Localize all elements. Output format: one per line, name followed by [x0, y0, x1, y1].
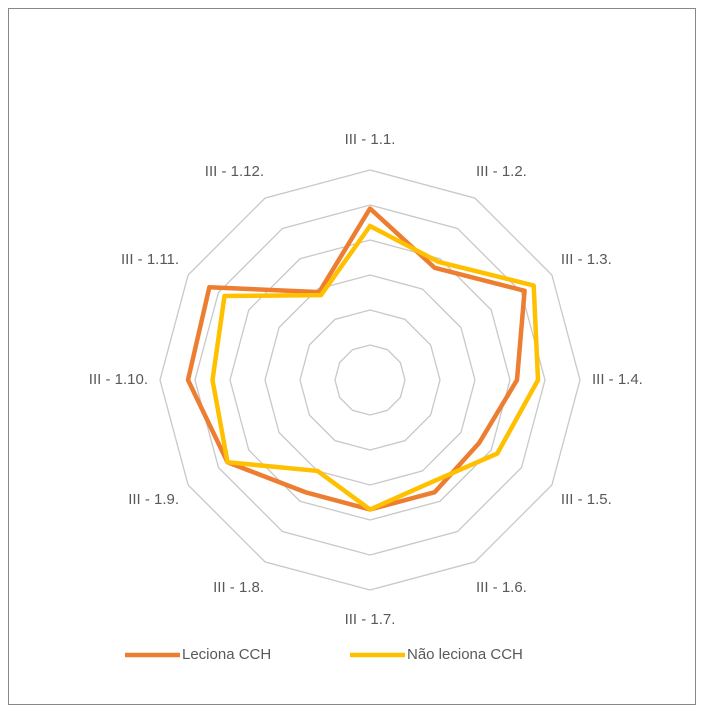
axis-label: III - 1.5. [561, 491, 612, 508]
axis-label: III - 1.11. [121, 251, 179, 268]
grid-ring [159, 169, 581, 591]
legend-label: Leciona CCH [182, 646, 271, 663]
axis-label: III - 1.7. [345, 611, 396, 628]
grid-ring [299, 309, 441, 451]
grid-ring [334, 344, 406, 416]
chart-border [8, 8, 696, 705]
axis-label: III - 1.1. [345, 131, 396, 148]
axis-label: III - 1.8. [213, 579, 264, 596]
axis-label: III - 1.3. [561, 251, 612, 268]
series-line [210, 223, 541, 512]
grid-ring [229, 239, 511, 521]
axis-label: III - 1.12. [205, 163, 264, 180]
axis-label: III - 1.6. [476, 579, 527, 596]
axis-label: III - 1.10. [89, 371, 148, 388]
legend-label: Não leciona CCH [407, 646, 523, 663]
axis-label: III - 1.4. [592, 371, 643, 388]
axis-label: III - 1.9. [128, 491, 179, 508]
grid-ring [264, 274, 476, 486]
axis-label: III - 1.2. [476, 163, 527, 180]
grid-ring [194, 204, 546, 556]
